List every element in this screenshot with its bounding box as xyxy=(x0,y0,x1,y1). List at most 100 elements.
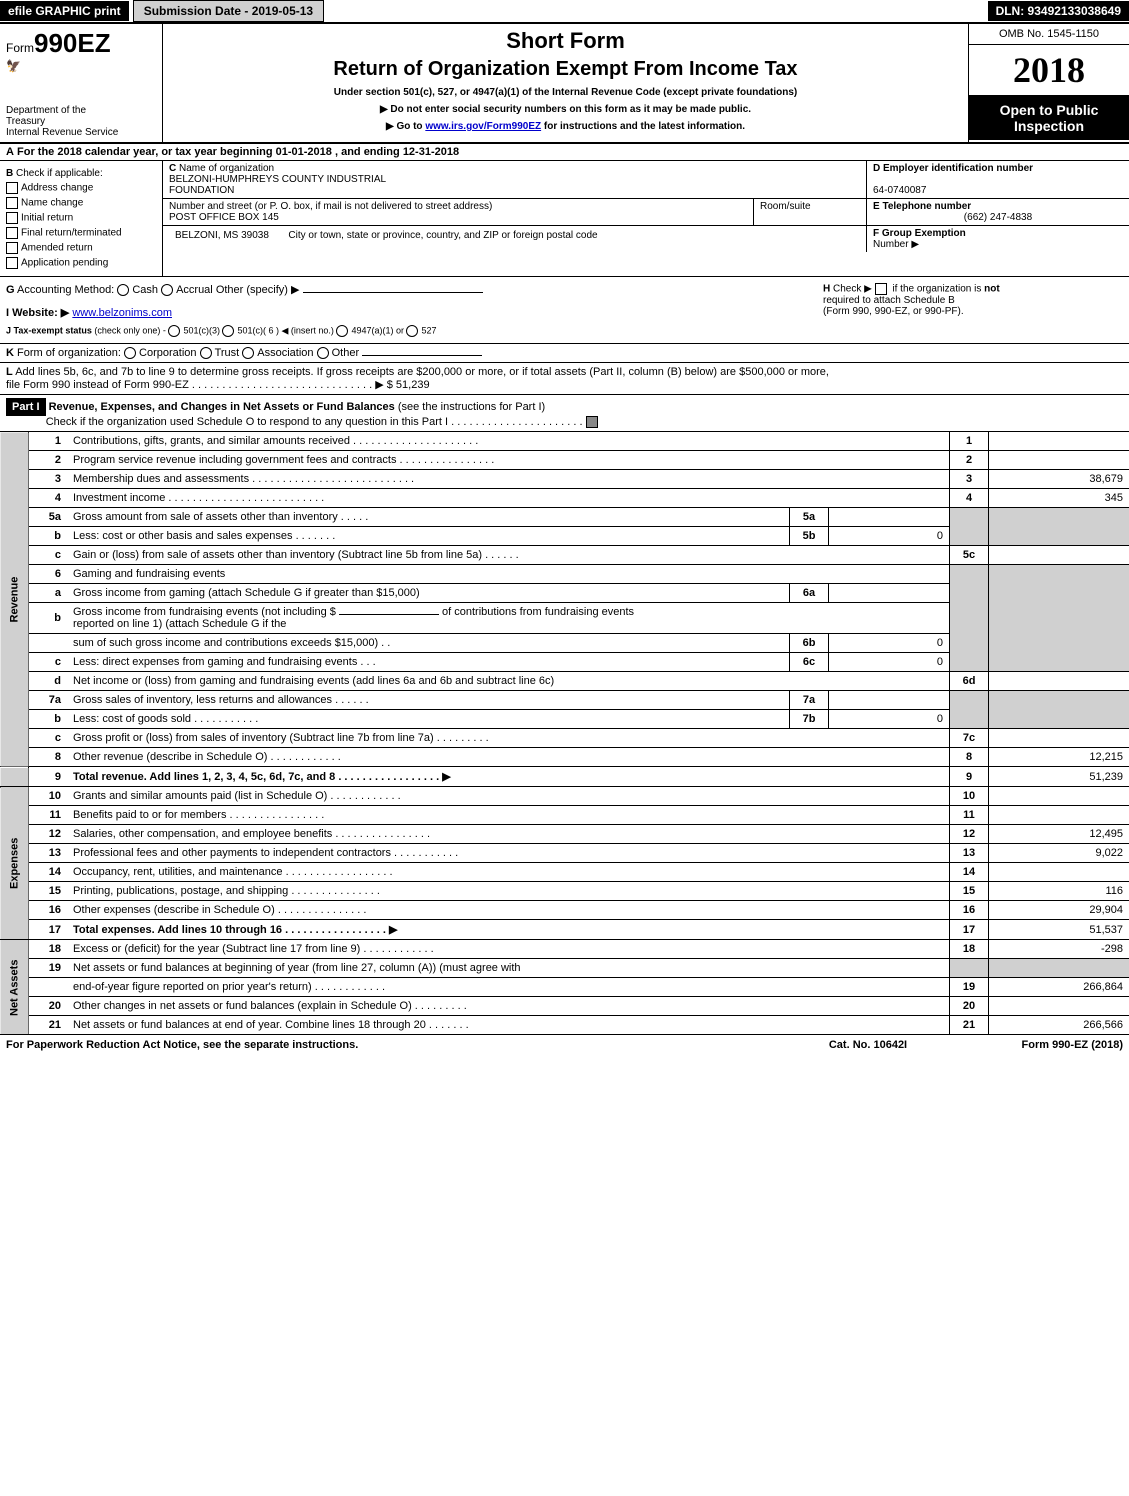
header-right: OMB No. 1545-1150 2018 Open to Public In… xyxy=(968,24,1129,142)
line-20: 20 Other changes in net assets or fund b… xyxy=(0,997,1129,1016)
h-not: not xyxy=(984,284,1000,295)
efile-print-button[interactable]: efile GRAPHIC print xyxy=(0,1,129,21)
k-other-input[interactable] xyxy=(362,355,482,356)
line-5ab-shaded-val xyxy=(989,508,1129,546)
line-6-shaded-val xyxy=(989,565,1129,672)
line-12-num: 12 xyxy=(29,825,70,844)
4947-radio[interactable] xyxy=(336,325,348,337)
line-5b-num: b xyxy=(29,527,70,546)
form-prefix: Form xyxy=(6,41,34,55)
line-12-desc: Salaries, other compensation, and employ… xyxy=(69,825,950,844)
line-7b-desc: Less: cost of goods sold . . . . . . . .… xyxy=(69,710,790,729)
501c3-radio[interactable] xyxy=(168,325,180,337)
website-link[interactable]: www.belzonims.com xyxy=(72,307,172,319)
line-17-desc-text: Total expenses. Add lines 10 through 16 … xyxy=(73,924,397,936)
cash-radio[interactable] xyxy=(117,284,129,296)
line-10-desc: Grants and similar amounts paid (list in… xyxy=(69,787,950,806)
line-7c-val xyxy=(989,729,1129,748)
line-5c-val xyxy=(989,546,1129,565)
line-9-desc-text: Total revenue. Add lines 1, 2, 3, 4, 5c,… xyxy=(73,771,451,783)
amended-return-checkbox[interactable] xyxy=(6,242,18,254)
initial-return-checkbox[interactable] xyxy=(6,212,18,224)
f-label-2: Number ▶ xyxy=(873,239,919,250)
line-18-val: -298 xyxy=(989,940,1129,959)
line-6b-desc-2: reported on line 1) (attach Schedule G i… xyxy=(73,618,286,630)
line-6b-desc-3: sum of such gross income and contributio… xyxy=(69,634,790,653)
line-19-desc-1: Net assets or fund balances at beginning… xyxy=(69,959,950,978)
other-radio[interactable] xyxy=(317,347,329,359)
accrual-radio[interactable] xyxy=(161,284,173,296)
other-label: Other xyxy=(332,347,360,359)
line-5ab-shaded-box xyxy=(950,508,989,546)
under-section-text: Under section 501(c), 527, or 4947(a)(1)… xyxy=(171,87,960,98)
k-text: Form of organization: xyxy=(17,347,121,359)
form-number: Form990EZ 🦅 xyxy=(6,28,156,73)
address-change-checkbox[interactable] xyxy=(6,182,18,194)
corp-label: Corporation xyxy=(139,347,196,359)
f-label: F Group Exemption xyxy=(873,228,966,239)
amended-return-label: Amended return xyxy=(21,243,93,254)
section-a-pre: For the 2018 calendar year, or tax year … xyxy=(17,146,276,158)
j-label: J Tax-exempt status xyxy=(6,325,92,335)
assoc-radio[interactable] xyxy=(242,347,254,359)
line-6b-desc-pre: Gross income from fundraising events (no… xyxy=(73,606,339,618)
line-11: 11 Benefits paid to or for members . . .… xyxy=(0,806,1129,825)
line-12-box: 12 xyxy=(950,825,989,844)
b-label: B xyxy=(6,168,13,179)
line-4-box: 4 xyxy=(950,489,989,508)
527-label: 527 xyxy=(421,325,436,335)
line-7b-num: b xyxy=(29,710,70,729)
h-checkbox[interactable] xyxy=(875,283,887,295)
line-10-val xyxy=(989,787,1129,806)
line-8-num: 8 xyxy=(29,748,70,767)
schedule-o-checkbox[interactable] xyxy=(586,416,598,428)
city-cell-wrapper: BELZONI, MS 39038 City or town, state or… xyxy=(163,226,866,252)
line-3: 3 Membership dues and assessments . . . … xyxy=(0,470,1129,489)
501c-radio[interactable] xyxy=(222,325,234,337)
corp-radio[interactable] xyxy=(124,347,136,359)
line-17-desc: Total expenses. Add lines 10 through 16 … xyxy=(69,920,950,940)
527-radio[interactable] xyxy=(406,325,418,337)
line-15-val: 116 xyxy=(989,882,1129,901)
app-pending-checkbox[interactable] xyxy=(6,257,18,269)
trust-radio[interactable] xyxy=(200,347,212,359)
line-7b-mval: 0 xyxy=(829,710,950,729)
final-return-checkbox[interactable] xyxy=(6,227,18,239)
line-1-desc: Contributions, gifts, grants, and simila… xyxy=(69,432,950,451)
line-1-box: 1 xyxy=(950,432,989,451)
trust-label: Trust xyxy=(215,347,240,359)
line-20-box: 20 xyxy=(950,997,989,1016)
bullet-goto-pre: ▶ Go to xyxy=(386,121,425,132)
org-main-column: C Name of organization BELZONI-HUMPHREYS… xyxy=(163,161,1129,276)
part-1-check-line: Check if the organization used Schedule … xyxy=(46,416,583,428)
line-19-box: 19 xyxy=(950,978,989,997)
name-change-checkbox[interactable] xyxy=(6,197,18,209)
line-12: 12 Salaries, other compensation, and emp… xyxy=(0,825,1129,844)
line-6b-desc-1: Gross income from fundraising events (no… xyxy=(69,603,950,634)
city-label: City or town, state or province, country… xyxy=(288,230,597,241)
other-specify-input[interactable] xyxy=(303,292,483,293)
line-4-val: 345 xyxy=(989,489,1129,508)
eagle-icon: 🦅 xyxy=(6,59,156,73)
line-6a-num: a xyxy=(29,584,70,603)
omb-number: OMB No. 1545-1150 xyxy=(969,24,1129,45)
irs-link[interactable]: www.irs.gov/Form990EZ xyxy=(425,121,541,132)
k-label: K xyxy=(6,347,14,359)
ein-cell: D Employer identification number 64-0740… xyxy=(866,161,1129,198)
footer-left: For Paperwork Reduction Act Notice, see … xyxy=(6,1039,793,1051)
department-block: Department of the Treasury Internal Reve… xyxy=(6,105,156,138)
accrual-label: Accrual xyxy=(176,284,213,296)
line-10-box: 10 xyxy=(950,787,989,806)
other-specify-label: Other (specify) ▶ xyxy=(216,284,300,296)
line-2: 2 Program service revenue including gove… xyxy=(0,451,1129,470)
part-1-header-row: Part I Revenue, Expenses, and Changes in… xyxy=(0,395,1129,432)
line-7c-desc: Gross profit or (loss) from sales of inv… xyxy=(69,729,950,748)
line-6b-amount-input[interactable] xyxy=(339,614,439,615)
line-4-num: 4 xyxy=(29,489,70,508)
line-11-desc: Benefits paid to or for members . . . . … xyxy=(69,806,950,825)
line-6b-num-blank xyxy=(29,634,70,653)
line-19-num-blank xyxy=(29,978,70,997)
telephone-cell: E Telephone number (662) 247-4838 xyxy=(866,199,1129,225)
open-public-line-2: Inspection xyxy=(971,118,1127,134)
line-7c: c Gross profit or (loss) from sales of i… xyxy=(0,729,1129,748)
